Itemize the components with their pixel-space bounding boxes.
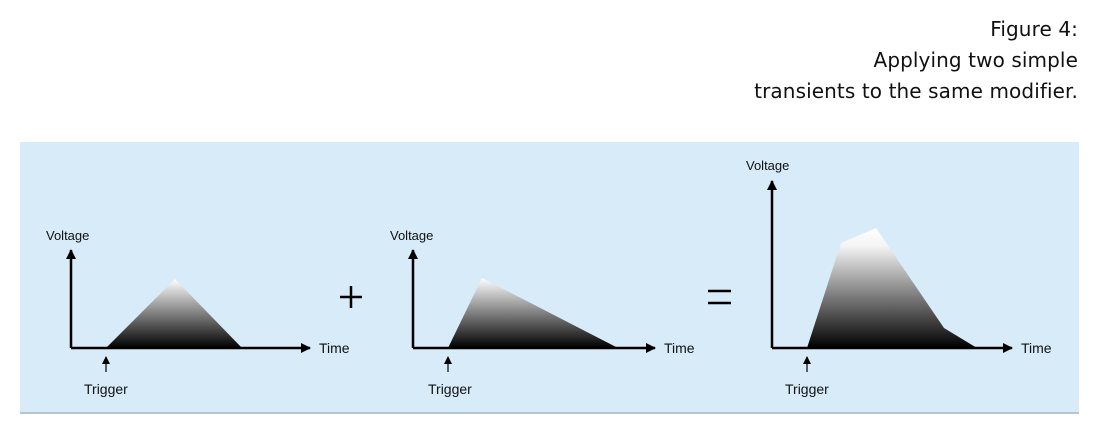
figure-caption: Figure 4: Applying two simple transients…	[754, 14, 1078, 107]
trigger-label: Trigger	[428, 381, 472, 397]
trigger-label: Trigger	[84, 381, 128, 397]
combined-result-graph: Voltage Time Trigger	[746, 158, 1052, 397]
envelope-shape	[106, 279, 242, 348]
trigger-label: Trigger	[785, 381, 829, 397]
time-label: Time	[1021, 340, 1052, 356]
plus-sign	[340, 286, 362, 308]
caption-title: Figure 4:	[990, 17, 1078, 41]
voltage-label: Voltage	[746, 158, 789, 173]
voltage-label: Voltage	[390, 228, 433, 243]
voltage-label: Voltage	[46, 228, 89, 243]
envelope-shape	[448, 278, 618, 348]
transient-graph-1: Voltage Time Trigger	[46, 228, 350, 397]
time-label: Time	[319, 340, 350, 356]
caption-line-3: transients to the same modifier.	[754, 79, 1078, 103]
caption-line-2: Applying two simple	[873, 48, 1078, 72]
transient-graph-2: Voltage Time Trigger	[390, 228, 695, 397]
time-label: Time	[664, 340, 695, 356]
combined-envelope-shape	[807, 228, 977, 348]
equals-sign	[708, 289, 731, 305]
